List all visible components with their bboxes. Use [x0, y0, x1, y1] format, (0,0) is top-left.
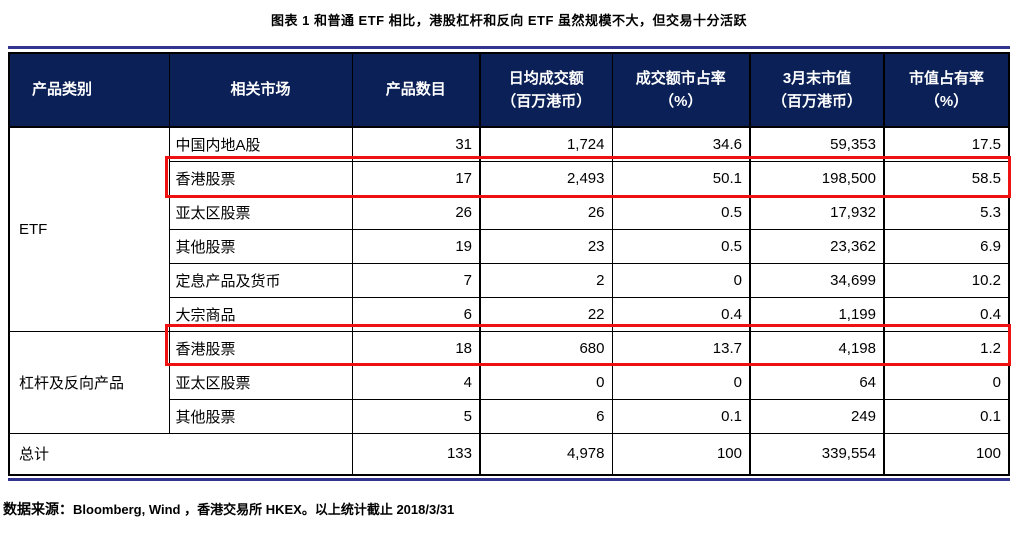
col-header-turnover-share: 成交额市占率 （%）	[611, 52, 751, 128]
cell-mcap: 198,500	[749, 160, 885, 196]
cell-count: 18	[351, 330, 481, 366]
col-header-product-category: 产品类别	[8, 52, 170, 128]
cell-mcap: 4,198	[749, 330, 885, 366]
total-count: 133	[351, 432, 481, 476]
cell-market: 其他股票	[168, 228, 353, 264]
cell-mcap: 1,199	[749, 296, 885, 332]
cell-turnover-share: 13.7	[611, 330, 751, 366]
cell-mcap-share: 58.5	[883, 160, 1010, 196]
cell-mcap-share: 6.9	[883, 228, 1010, 264]
cell-mcap-share: 0.4	[883, 296, 1010, 332]
cell-turnover-share: 0.1	[611, 398, 751, 434]
cell-turnover: 2,493	[479, 160, 613, 196]
cell-turnover-share: 34.6	[611, 126, 751, 162]
total-mcap: 339,554	[749, 432, 885, 476]
category-cell-etf: ETF	[8, 126, 170, 332]
cell-mcap-share: 10.2	[883, 262, 1010, 298]
cell-market: 亚太区股票	[168, 364, 353, 400]
cell-turnover: 22	[479, 296, 613, 332]
cell-turnover: 6	[479, 398, 613, 434]
col-header-related-market: 相关市场	[168, 52, 353, 128]
cell-turnover: 0	[479, 364, 613, 400]
cell-mcap: 64	[749, 364, 885, 400]
total-mcap-share: 100	[883, 432, 1010, 476]
cell-turnover-share: 0	[611, 364, 751, 400]
cell-market: 其他股票	[168, 398, 353, 434]
cell-count: 17	[351, 160, 481, 196]
cell-turnover-share: 0.5	[611, 194, 751, 230]
cell-turnover: 1,724	[479, 126, 613, 162]
cell-market: 中国内地A股	[168, 126, 353, 162]
cell-count: 26	[351, 194, 481, 230]
cell-turnover-share: 0.5	[611, 228, 751, 264]
total-turnover: 4,978	[479, 432, 613, 476]
source-label: 数据来源：	[3, 501, 73, 517]
cell-mcap: 59,353	[749, 126, 885, 162]
cell-mcap: 249	[749, 398, 885, 434]
cell-market: 亚太区股票	[168, 194, 353, 230]
table-row: 其他股票 19 23 0.5 23,362 6.9	[9, 228, 1010, 264]
cell-mcap: 17,932	[749, 194, 885, 230]
source-text: Bloomberg, Wind ，香港交易所 HKEX。以上统计截止 2018/…	[73, 502, 455, 517]
cell-count: 7	[351, 262, 481, 298]
cell-turnover: 23	[479, 228, 613, 264]
cell-count: 4	[351, 364, 481, 400]
cell-turnover: 680	[479, 330, 613, 366]
cell-turnover: 2	[479, 262, 613, 298]
cell-mcap: 34,699	[749, 262, 885, 298]
cell-turnover: 26	[479, 194, 613, 230]
cell-turnover-share: 0.4	[611, 296, 751, 332]
total-row: 总计 133 4,978 100 339,554 100	[8, 432, 1010, 476]
cell-mcap-share: 0	[883, 364, 1010, 400]
total-label: 总计	[8, 432, 353, 476]
total-turnover-share: 100	[611, 432, 751, 476]
col-header-product-count: 产品数目	[351, 52, 481, 128]
col-header-mcap-share: 市值占有率 （%）	[883, 52, 1010, 128]
header-row: 产品类别 相关市场 产品数目 日均成交额 （百万港币） 成交额市占率 （%） 3…	[8, 52, 1010, 128]
cell-market: 定息产品及货币	[168, 262, 353, 298]
cell-turnover-share: 50.1	[611, 160, 751, 196]
cell-count: 31	[351, 126, 481, 162]
bottom-rule	[8, 478, 1010, 481]
cell-count: 19	[351, 228, 481, 264]
table-row-highlighted: 杠杆及反向产品 香港股票 18 680 13.7 4,198 1.2	[8, 330, 1010, 434]
cell-mcap-share: 0.1	[883, 398, 1010, 434]
cell-mcap-share: 17.5	[883, 126, 1010, 162]
top-rule	[8, 46, 1010, 49]
cell-mcap-share: 5.3	[883, 194, 1010, 230]
col-header-march-end-mcap: 3月末市值 （百万港币）	[749, 52, 885, 128]
cell-mcap: 23,362	[749, 228, 885, 264]
cell-mcap-share: 1.2	[883, 330, 1010, 366]
table-row: ETF 中国内地A股 31 1,724 34.6 59,353 17.5	[8, 126, 1010, 332]
col-header-avg-daily-turnover: 日均成交额 （百万港币）	[479, 52, 613, 128]
table-row-highlighted: 香港股票 17 2,493 50.1 198,500 58.5	[9, 160, 1010, 196]
cell-market: 大宗商品	[168, 296, 353, 332]
source-note: 数据来源：Bloomberg, Wind ，香港交易所 HKEX。以上统计截止 …	[3, 499, 454, 519]
cell-turnover-share: 0	[611, 262, 751, 298]
cell-count: 6	[351, 296, 481, 332]
etf-table: 产品类别 相关市场 产品数目 日均成交额 （百万港币） 成交额市占率 （%） 3…	[8, 52, 1010, 476]
cell-market: 香港股票	[168, 160, 353, 196]
cell-market: 香港股票	[168, 330, 353, 366]
cell-count: 5	[351, 398, 481, 434]
category-cell-leveraged-inverse: 杠杆及反向产品	[8, 330, 170, 434]
figure-title: 图表 1 和普通 ETF 相比，港股杠杆和反向 ETF 虽然规模不大，但交易十分…	[270, 13, 747, 28]
